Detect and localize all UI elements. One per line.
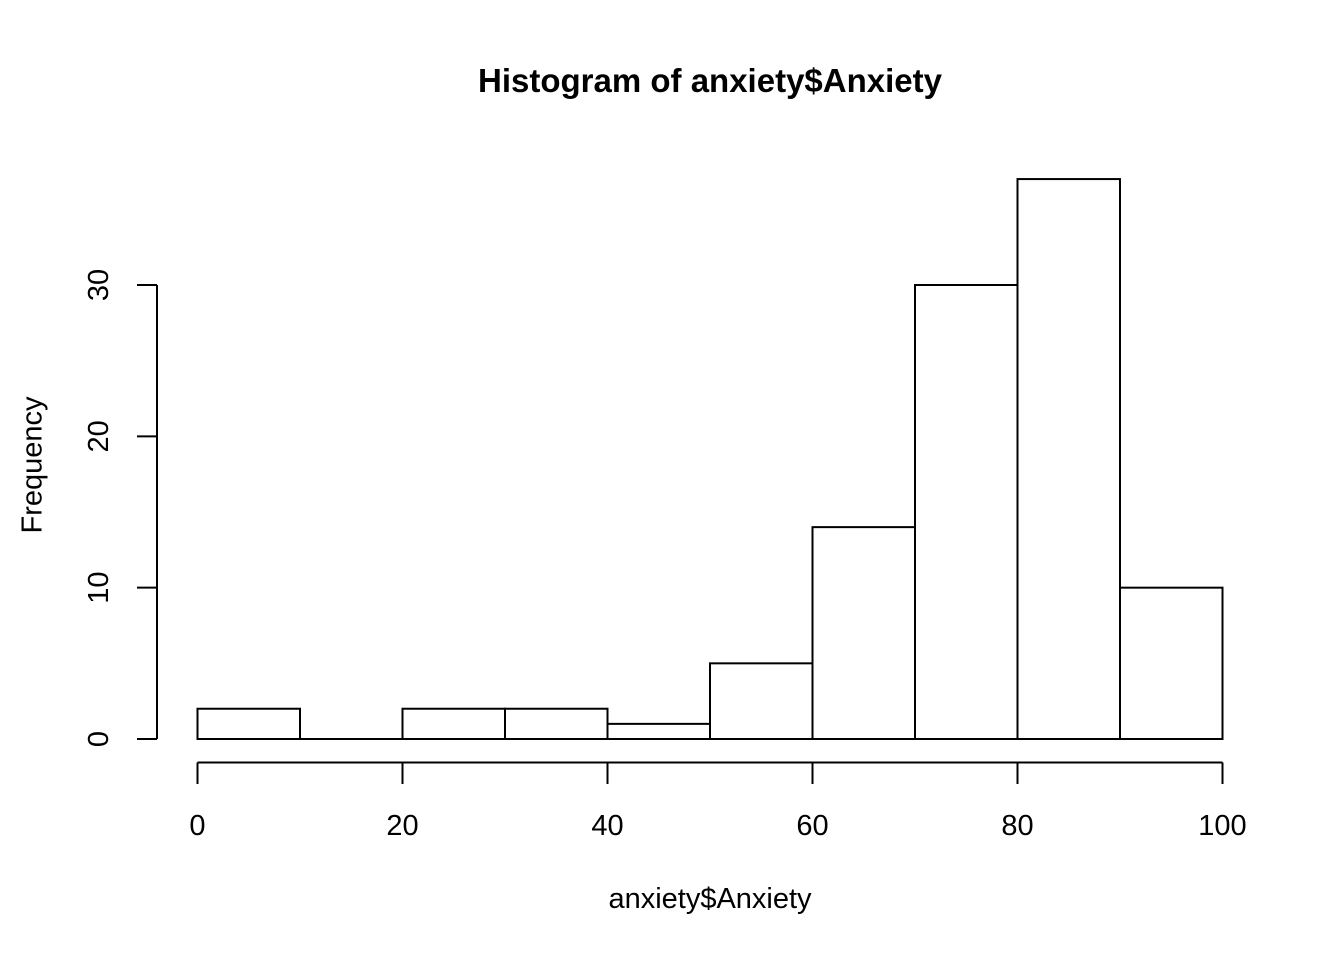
x-tick-label: 80 [1001,810,1033,842]
x-tick-label: 100 [1198,810,1246,842]
histogram-bar [196,707,301,741]
x-tick-label: 0 [189,810,205,842]
x-tick-label: 40 [591,810,623,842]
histogram-bar [709,662,814,740]
y-tick-label: 0 [83,731,115,747]
histogram-bar [504,707,609,741]
histogram-bar [606,722,711,740]
histogram-bar [914,284,1019,740]
histogram-bar [1016,178,1121,741]
x-tick-label: 60 [796,810,828,842]
chart-title: Histogram of anxiety$Anxiety [478,62,942,99]
y-axis-label: Frequency [16,396,49,534]
histogram-bar [401,707,506,741]
x-axis-label: anxiety$Anxiety [608,883,812,915]
histogram-bar [1119,586,1224,741]
y-tick-label: 30 [83,269,115,301]
y-tick-label: 10 [83,572,115,604]
x-tick-label: 20 [386,810,418,842]
y-tick-label: 20 [83,420,115,452]
histogram-bar [811,526,916,741]
